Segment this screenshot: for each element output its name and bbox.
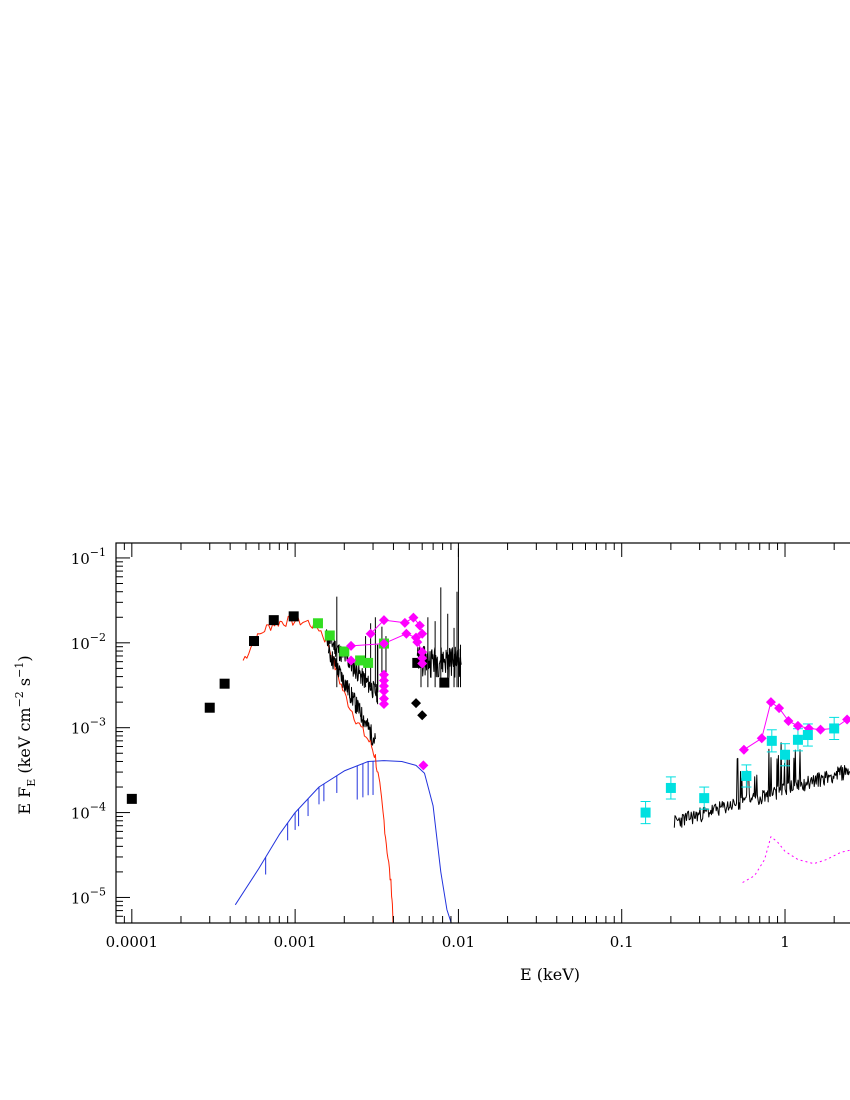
y-tick-mantissa: 10 — [71, 720, 90, 738]
data-point-diamond — [365, 628, 376, 639]
data-point-diamond — [417, 658, 428, 669]
data-point-diamond — [378, 675, 389, 686]
data-point-diamond — [346, 655, 357, 666]
data-point-square — [312, 618, 323, 629]
y-axis-title-sub: E — [25, 779, 38, 787]
data-point-square — [363, 657, 374, 668]
data-point-diamond — [378, 693, 389, 704]
y-axis-title-sup: −1 — [13, 662, 26, 678]
data-point-diamond — [417, 653, 428, 664]
model-curve-blue — [234, 760, 452, 923]
data-point-square — [802, 730, 813, 741]
data-point-diamond — [417, 710, 428, 721]
data-point-diamond — [765, 697, 776, 708]
data-point-square — [640, 807, 651, 818]
data-point-diamond — [378, 680, 389, 691]
y-tick-exponent: −3 — [90, 716, 106, 729]
y-axis-title-part: E F — [15, 787, 34, 815]
y-tick-label: 10−5 — [71, 885, 106, 907]
data-point-diamond — [408, 612, 419, 623]
y-tick-mantissa: 10 — [71, 550, 90, 568]
data-point-diamond — [378, 699, 389, 710]
data-point-diamond — [401, 628, 412, 639]
data-point-diamond — [815, 724, 826, 735]
data-point-square — [126, 793, 137, 804]
data-point-square — [792, 734, 803, 745]
data-point-square — [268, 615, 279, 626]
y-tick-mantissa: 10 — [71, 805, 90, 823]
spectrum-black-xray — [673, 742, 850, 828]
data-point-diamond — [417, 646, 428, 657]
y-axis-title-part: (keV cm — [15, 707, 34, 778]
x-axis-title: E (keV) — [520, 965, 580, 984]
data-point-diamond — [418, 760, 429, 771]
data-point-square — [324, 630, 335, 641]
y-tick-exponent: −2 — [90, 631, 106, 644]
data-point-square — [780, 749, 791, 760]
x-tick-label: 0.1 — [610, 933, 634, 951]
data-point-diamond — [411, 698, 422, 709]
data-point-diamond — [417, 628, 428, 639]
y-tick-exponent: −5 — [90, 885, 106, 898]
data-point-square — [339, 646, 350, 657]
data-point-diamond — [378, 638, 389, 649]
data-point-square — [665, 782, 676, 793]
data-point-square — [829, 723, 840, 734]
y-tick-exponent: −1 — [90, 546, 106, 559]
plot-frame — [115, 542, 850, 924]
data-point-square — [204, 702, 215, 713]
data-point-diamond — [412, 637, 423, 648]
data-point-diamond — [399, 617, 410, 628]
data-point-diamond — [378, 686, 389, 697]
data-point-square — [288, 611, 299, 622]
x-tick-label: 0.0001 — [106, 933, 159, 951]
spectrum-black-lower — [328, 644, 376, 746]
y-tick-exponent: −4 — [90, 801, 106, 814]
y-tick-label: 10−3 — [71, 716, 106, 738]
data-point-square — [355, 655, 366, 666]
data-point-diamond — [414, 620, 425, 631]
y-axis-title-part: ) — [15, 655, 34, 661]
x-tick-label: 1 — [780, 933, 790, 951]
y-axis-title-part: s — [15, 678, 34, 691]
data-point-diamond — [756, 733, 767, 744]
connector-magenta — [743, 701, 848, 751]
y-tick-label: 10−2 — [71, 631, 106, 653]
data-point-diamond — [378, 615, 389, 626]
data-point-diamond — [378, 669, 389, 680]
axes-layer — [115, 542, 850, 924]
y-tick-label: 10−4 — [71, 801, 106, 823]
x-tick-label: 0.001 — [274, 933, 317, 951]
data-point-diamond — [842, 714, 850, 725]
y-tick-label: 10−1 — [71, 546, 106, 568]
data-point-square — [412, 657, 423, 668]
data-point-diamond — [783, 715, 794, 726]
y-tick-mantissa: 10 — [71, 635, 90, 653]
data-point-square — [219, 678, 230, 689]
data-point-diamond — [346, 640, 357, 651]
data-point-square — [699, 793, 710, 804]
y-tick-mantissa: 10 — [71, 889, 90, 907]
data-point-square — [741, 770, 752, 781]
data-point-square — [249, 636, 260, 647]
data-point-diamond — [738, 744, 749, 755]
x-tick-label: 0.01 — [442, 933, 475, 951]
plot-content — [126, 548, 850, 923]
labels-layer: 0.0001 0.001 0.01 0.1 110−110−210−310−410−5E… — [13, 546, 790, 984]
data-point-square — [766, 735, 777, 746]
model-curve-magenta-dotted — [742, 836, 850, 883]
data-point-square — [439, 677, 450, 688]
y-axis-title: E FE (keV cm−2 s−1) — [13, 655, 38, 814]
data-point-diamond — [774, 703, 785, 714]
y-axis-title-sup: −2 — [13, 691, 26, 707]
data-point-diamond — [792, 720, 803, 731]
